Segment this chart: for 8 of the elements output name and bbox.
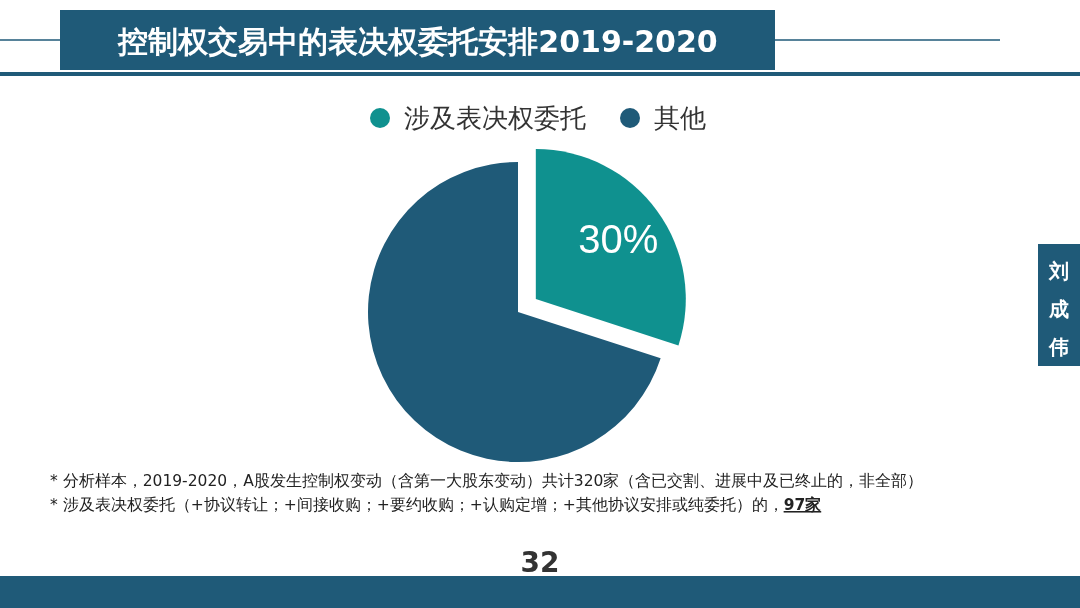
data-label: 30%: [578, 217, 659, 262]
chart-title: 控制权交易中的表决权委托安排2019-2020: [117, 24, 718, 59]
legend-label: 其他: [654, 103, 706, 133]
text: * 涉及表决权委托（+协议转让；+间接收购；+要约收购；+认购定增；+其他协议安排或纯委托）的，97家: [50, 495, 822, 514]
text: * 分析样本，2019-2020，A股发生控制权变动（含第一大股东变动）共计320家（含已交割、进展中及已终止的，非全部）: [50, 472, 924, 490]
text: 32: [520, 546, 560, 579]
legend-label: 涉及表决权委托: [404, 103, 586, 133]
text: 刘成伟: [1048, 259, 1069, 359]
